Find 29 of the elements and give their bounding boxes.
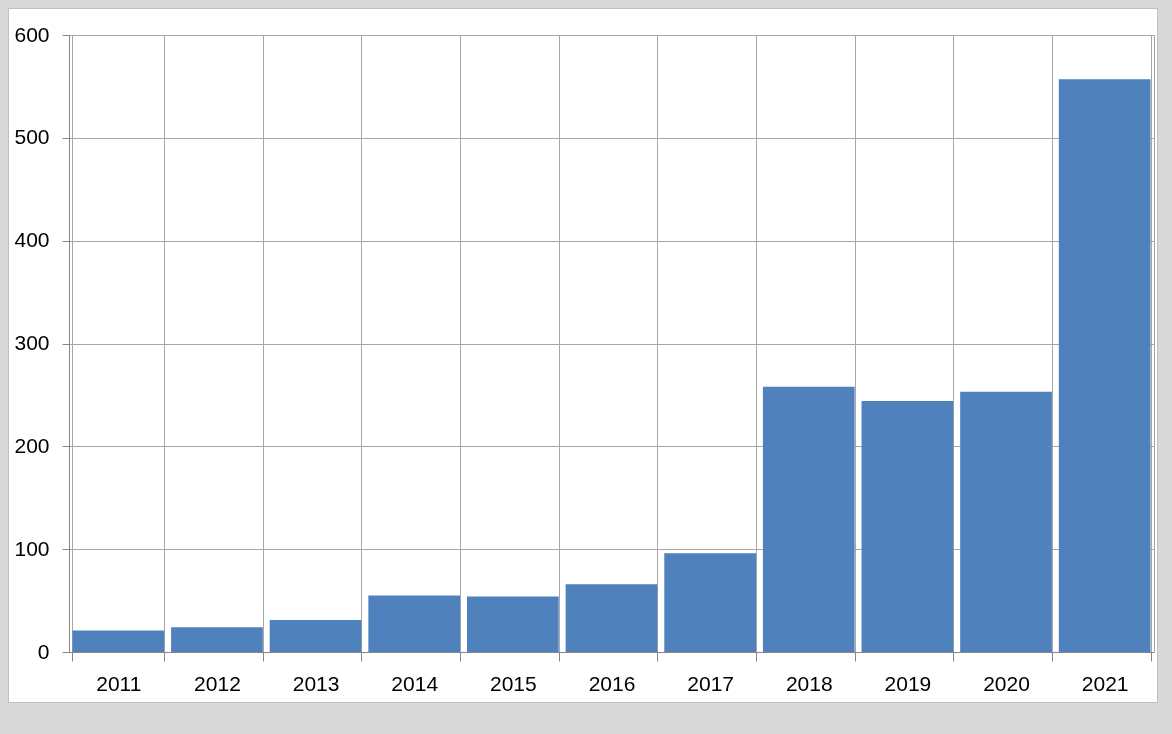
bar (861, 401, 954, 652)
y-tick-label: 200 (14, 433, 50, 457)
x-tick-label: 2020 (983, 671, 1030, 695)
bar (664, 553, 756, 652)
bar (171, 627, 263, 652)
y-tick-label: 100 (14, 536, 50, 560)
y-tick-label: 300 (14, 331, 50, 354)
bar (1058, 79, 1151, 652)
bar (565, 584, 658, 652)
x-tick-label: 2012 (194, 671, 241, 695)
bar (269, 620, 362, 652)
x-tick-label: 2014 (391, 671, 439, 695)
x-tick-label: 2016 (588, 671, 636, 695)
x-tick-label: 2019 (884, 671, 932, 695)
y-tick-label: 500 (14, 125, 50, 149)
bar (72, 630, 165, 652)
y-tick-label: 600 (14, 22, 50, 46)
y-tick-label: 400 (14, 228, 50, 252)
bar (368, 595, 461, 652)
x-tick-label: 2011 (96, 671, 142, 695)
x-tick-label: 2015 (490, 671, 537, 695)
x-tick-label: 2021 (1081, 671, 1129, 695)
bar (960, 391, 1052, 652)
x-tick-label: 2018 (785, 671, 833, 695)
x-tick-label: 2013 (292, 671, 340, 695)
bar (467, 596, 559, 652)
x-tick-label: 2017 (687, 671, 734, 695)
y-tick-label: 0 (37, 639, 50, 663)
bar (762, 386, 855, 652)
